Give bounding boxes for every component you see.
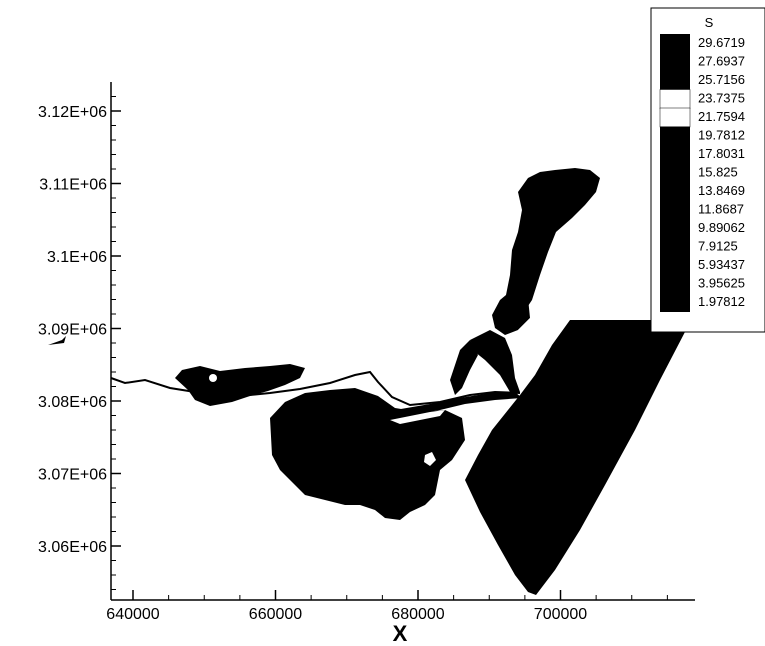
- legend-swatch: [660, 34, 690, 53]
- legend-swatch: [660, 274, 690, 294]
- legend-level-label: 15.825: [698, 165, 738, 180]
- legend-entries: 29.6719 27.6937 25.7156 23.7375 21.7594 19.78…: [659, 34, 745, 312]
- legend-level-label: 19.7812: [698, 128, 745, 143]
- bay-shoal-patch: [518, 312, 548, 334]
- upstream-lake-region: [175, 364, 305, 406]
- island-patch: [424, 452, 436, 466]
- bay-mouth-region: [492, 290, 530, 335]
- legend-swatch: [660, 200, 690, 220]
- y-tick-label: 3.06E+06: [38, 539, 107, 556]
- y-tick-label: 3.1E+06: [47, 249, 107, 266]
- legend-swatch: [660, 182, 690, 201]
- x-axis-ticks: 640000 660000 680000 700000: [106, 590, 668, 623]
- legend-level-label: 5.93437: [698, 257, 745, 272]
- legend-level-label: 3.95625: [698, 276, 745, 291]
- legend-level-label: 9.89062: [698, 220, 745, 235]
- legend-level-label: 29.6719: [698, 35, 745, 50]
- y-tick-label: 3.08E+06: [38, 394, 107, 411]
- legend-swatch: [660, 293, 690, 312]
- legend-level-label: 25.7156: [698, 72, 745, 87]
- legend-level-label: 11.8687: [698, 202, 744, 217]
- delta-branch-region: [470, 330, 520, 392]
- legend-level-label: 17.8031: [698, 146, 745, 161]
- estuary-basin-region: [270, 388, 465, 520]
- x-tick-label: 640000: [106, 606, 159, 623]
- legend-swatch: [660, 52, 690, 72]
- legend-swatch: [660, 219, 690, 238]
- legend-swatch: [660, 71, 690, 90]
- y-tick-label: 3.09E+06: [38, 322, 107, 339]
- x-tick-label: 680000: [391, 606, 444, 623]
- connecting-channel-region: [395, 392, 522, 415]
- legend-swatch: [660, 126, 690, 146]
- stray-mark: [48, 336, 66, 345]
- legend: S 29.6719 27.6937 25.7156 23.7375 21.7594 19.…: [650, 7, 765, 333]
- legend-level-label: 27.6937: [698, 54, 745, 69]
- legend-level-label: 23.7375: [698, 91, 745, 106]
- shoal-patch: [390, 410, 445, 424]
- y-tick-label: 3.12E+06: [38, 104, 107, 121]
- x-tick-label: 700000: [534, 606, 587, 623]
- legend-swatch: [660, 256, 690, 275]
- y-tick-label: 3.07E+06: [38, 467, 107, 484]
- legend-level-label: 7.9125: [698, 239, 738, 254]
- delta-west-branch: [450, 340, 478, 395]
- legend-swatch: [660, 145, 690, 164]
- y-tick-label: 3.11E+06: [39, 177, 107, 194]
- open-sea-region: [465, 320, 690, 595]
- legend-swatch: [660, 237, 690, 257]
- y-axis-ticks: 3.06E+06 3.07E+06 3.08E+06 3.09E+06 3.1E+06 3…: [38, 96, 121, 590]
- x-tick-label: 660000: [249, 606, 302, 623]
- legend-level-label: 1.97812: [698, 294, 745, 309]
- legend-level-label: 21.7594: [698, 109, 745, 124]
- legend-swatch: [659, 89, 691, 109]
- legend-swatch: [659, 107, 691, 128]
- northern-bay-region: [505, 168, 600, 325]
- legend-title: S: [705, 15, 714, 30]
- island-marker: [209, 374, 217, 382]
- legend-swatch: [660, 163, 690, 183]
- x-axis-title: X: [393, 621, 408, 646]
- legend-level-label: 13.8469: [698, 183, 745, 198]
